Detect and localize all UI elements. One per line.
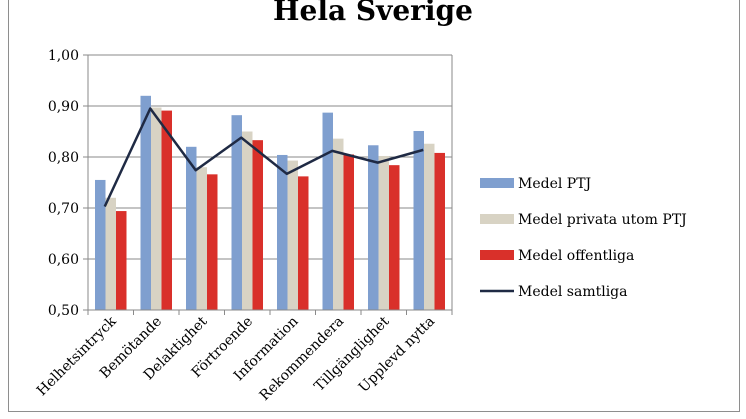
legend-swatch (480, 214, 514, 224)
bar (368, 145, 379, 310)
bar (95, 179, 106, 310)
y-tick-label: 0,60 (48, 252, 79, 268)
chart-frame (8, 0, 740, 412)
bar (151, 107, 162, 310)
y-axis: 0,50 0,60 0,70 0,80 0,90 1,00 (48, 48, 453, 319)
y-tick-label: 1,00 (48, 48, 79, 64)
bar (196, 167, 207, 310)
bar (207, 174, 218, 310)
x-axis: HelhetsintryckBemötandeDelaktighetFörtro… (34, 309, 453, 404)
bars (95, 95, 445, 311)
bar (161, 110, 172, 310)
bar (105, 197, 116, 310)
y-tick-label: 0,50 (48, 303, 79, 319)
chart-title: Hela Sverige (273, 0, 473, 27)
legend: Medel PTJ Medel privata utom PTJ Medel off… (480, 176, 687, 300)
bar (413, 130, 424, 310)
bar (231, 115, 242, 311)
bar (434, 152, 445, 310)
bar (277, 154, 288, 310)
bar (186, 146, 197, 310)
bar (424, 143, 435, 310)
x-tick-label: Helhetsintryck (34, 313, 120, 399)
x-tick-label: Rekommendera (257, 314, 347, 404)
legend-label: Medel PTJ (518, 176, 591, 192)
legend-swatch (480, 250, 514, 260)
y-tick-label: 0,90 (48, 99, 79, 115)
bar (140, 95, 151, 310)
bar (252, 140, 263, 310)
bar (333, 138, 344, 310)
bar (116, 211, 127, 310)
bar (322, 112, 333, 310)
legend-swatch (480, 178, 514, 188)
legend-label: Medel privata utom PTJ (518, 212, 687, 228)
line-series (103, 107, 424, 207)
y-tick-label: 0,70 (48, 201, 79, 217)
series-line (103, 107, 424, 207)
bar (389, 165, 400, 310)
bar (287, 160, 298, 310)
legend-label: Medel samtliga (518, 284, 628, 300)
bar (378, 155, 389, 310)
bar (343, 154, 354, 310)
bar (242, 131, 253, 310)
bar (298, 176, 309, 310)
legend-label: Medel offentliga (518, 248, 634, 264)
y-tick-label: 0,80 (48, 150, 79, 166)
